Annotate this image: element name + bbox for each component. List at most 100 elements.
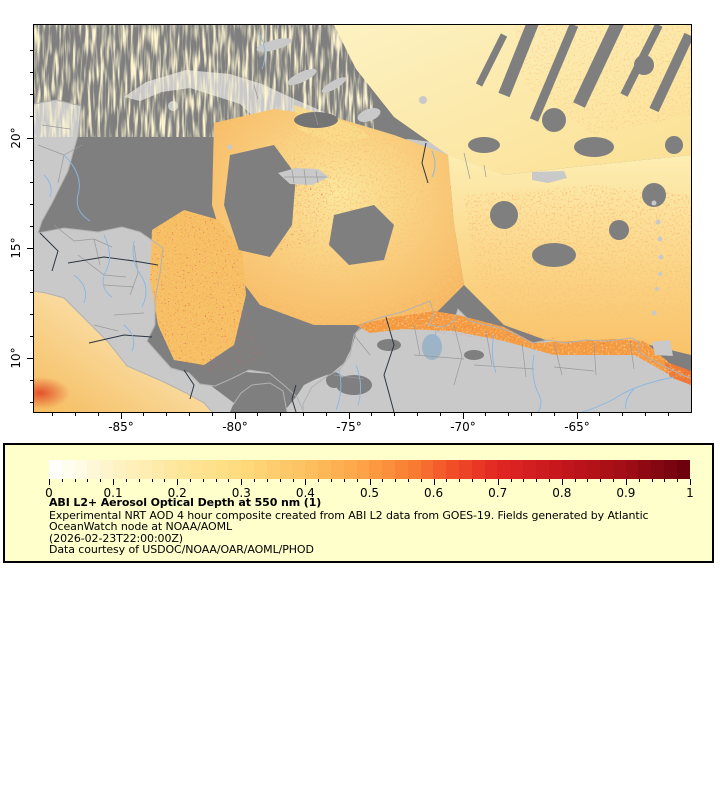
map-graphic: [34, 25, 691, 412]
colorbar-cell: [369, 460, 383, 479]
colorbar-minor-tick: [510, 479, 512, 482]
colorbar-minor-tick: [420, 479, 422, 482]
colorbar-cell: [510, 460, 524, 479]
colorbar-cell: [407, 460, 421, 479]
colorbar-cell: [279, 460, 293, 479]
y-tick-label: 15°: [9, 237, 23, 259]
colorbar-cell: [100, 460, 114, 479]
colorbar-minor-tick: [343, 479, 345, 482]
colorbar-tick-label: 0.1: [103, 486, 123, 500]
puerto-rico-land: [532, 171, 567, 183]
colorbar-cell: [433, 460, 447, 479]
y-minor-tick: [30, 335, 33, 337]
colorbar-minor-tick: [523, 479, 525, 482]
colorbar-minor-tick: [190, 479, 192, 482]
x-major-tick: [234, 413, 236, 419]
colorbar-major-tick: [497, 479, 499, 485]
colorbar-tick-label: 0.9: [616, 486, 636, 500]
y-minor-tick: [30, 269, 33, 271]
x-minor-tick: [485, 413, 487, 416]
trinidad-land: [652, 340, 673, 356]
y-tick-label: 10°: [9, 347, 23, 369]
x-tick-label: -70°: [450, 420, 476, 434]
colorbar-cell: [561, 460, 575, 479]
colorbar-cell: [664, 460, 677, 479]
y-major-tick: [27, 247, 33, 249]
legend-box: ABI L2+ Aerosol Optical Depth at 550 nm …: [3, 443, 714, 563]
colorbar-minor-tick: [574, 479, 576, 482]
central-america-land: [34, 100, 303, 412]
colorbar-cell: [87, 460, 101, 479]
colorbar-cell: [215, 460, 229, 479]
colorbar-major-tick: [369, 479, 371, 485]
legend-text: ABI L2+ Aerosol Optical Depth at 550 nm …: [49, 497, 704, 556]
legend-line: Experimental NRT AOD 4 hour composite cr…: [49, 508, 649, 522]
x-minor-tick: [211, 413, 213, 416]
islands-layer: [227, 38, 673, 360]
colorbar-cell: [471, 460, 485, 479]
colorbar-cell: [446, 460, 459, 479]
colorbar-minor-tick: [382, 479, 384, 482]
colorbar-minor-tick: [395, 479, 397, 482]
x-major-tick: [120, 413, 122, 419]
colorbar-tick-label: 0.5: [359, 486, 380, 500]
colorbar-minor-tick: [356, 479, 358, 482]
x-minor-tick: [188, 413, 190, 416]
y-minor-tick: [30, 379, 33, 381]
x-minor-tick: [371, 413, 373, 416]
x-minor-tick: [394, 413, 396, 416]
colorbar-tick-label: 0.7: [488, 486, 508, 500]
colorbar-cell: [535, 460, 549, 479]
y-minor-tick: [30, 291, 33, 293]
y-minor-tick: [30, 159, 33, 161]
colorbar-cell: [138, 460, 152, 479]
y-minor-tick: [30, 115, 33, 117]
y-minor-tick: [30, 49, 33, 51]
colorbar-cell: [228, 460, 242, 479]
x-minor-tick: [302, 413, 304, 416]
colorbar-tick-label: 1: [686, 486, 694, 500]
x-minor-tick: [325, 413, 327, 416]
colorbar-minor-tick: [215, 479, 217, 482]
colorbar-cell: [382, 460, 395, 479]
x-minor-tick: [166, 413, 168, 416]
y-minor-tick: [30, 93, 33, 95]
colorbar-cell: [241, 460, 254, 479]
colorbar-minor-tick: [677, 479, 679, 482]
colorbar-cell: [266, 460, 280, 479]
colorbar-cell: [459, 460, 472, 479]
x-minor-tick: [74, 413, 76, 416]
colorbar-cell: [254, 460, 267, 479]
colorbar-minor-tick: [202, 479, 204, 482]
colorbar-cell: [305, 460, 319, 479]
x-minor-tick: [416, 413, 418, 416]
colorbar-minor-tick: [664, 479, 666, 482]
x-major-tick: [462, 413, 464, 419]
y-minor-tick: [30, 71, 33, 73]
y-major-tick: [27, 357, 33, 359]
colorbar-minor-tick: [651, 479, 653, 482]
colorbar-cell: [599, 460, 613, 479]
colorbar-major-tick: [690, 479, 691, 485]
colorbar-minor-tick: [536, 479, 538, 482]
colorbar-cell: [202, 460, 216, 479]
colorbar-minor-tick: [446, 479, 448, 482]
x-minor-tick: [530, 413, 532, 416]
colorbar-cell: [356, 460, 370, 479]
colorbar-cell: [497, 460, 511, 479]
colorbar-minor-tick: [266, 479, 268, 482]
colorbar-cell: [612, 460, 626, 479]
colorbar-minor-tick: [254, 479, 256, 482]
colorbar-minor-tick: [228, 479, 230, 482]
colorbar: [49, 460, 690, 479]
colorbar-minor-tick: [587, 479, 589, 482]
colorbar-minor-tick: [74, 479, 76, 482]
colorbar-minor-tick: [331, 479, 333, 482]
colorbar-tick-label: 0.8: [552, 486, 572, 500]
colorbar-cell: [292, 460, 306, 479]
colorbar-cell: [587, 460, 600, 479]
colorbar-cell: [318, 460, 331, 479]
colorbar-minor-tick: [125, 479, 127, 482]
x-minor-tick: [644, 413, 646, 416]
x-minor-tick: [667, 413, 669, 416]
